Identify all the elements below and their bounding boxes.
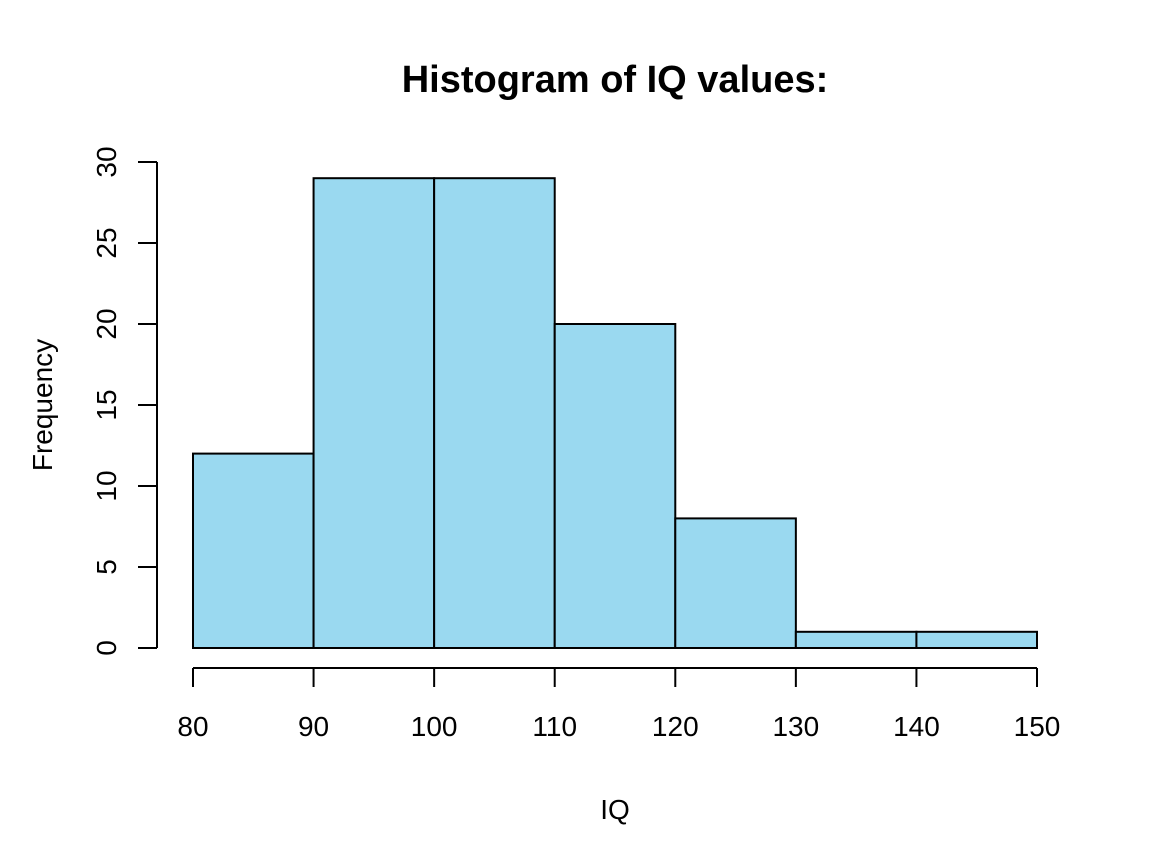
x-tick-label: 90 bbox=[298, 711, 329, 742]
chart-title: Histogram of IQ values: bbox=[402, 59, 829, 101]
bars-group bbox=[192, 177, 1039, 650]
x-tick-label: 150 bbox=[1014, 711, 1061, 742]
x-axis-label: IQ bbox=[600, 794, 630, 825]
y-tick-label: 15 bbox=[91, 389, 122, 420]
y-tick-label: 5 bbox=[91, 559, 122, 575]
histogram-bar bbox=[553, 323, 677, 649]
x-tick-label: 100 bbox=[411, 711, 458, 742]
y-tick-label: 25 bbox=[91, 227, 122, 258]
histogram-bar bbox=[674, 517, 797, 650]
histogram-bar bbox=[312, 177, 436, 649]
y-tick-label: 20 bbox=[91, 308, 122, 339]
histogram-bar bbox=[433, 177, 556, 649]
x-tick-label: 120 bbox=[652, 711, 699, 742]
x-tick-label: 80 bbox=[177, 711, 208, 742]
y-tick-label: 10 bbox=[91, 470, 122, 501]
x-tick-label: 110 bbox=[532, 711, 577, 742]
histogram-bar bbox=[794, 630, 918, 649]
x-axis: 80 90 100 110 120 130 140 150 bbox=[177, 667, 1061, 742]
x-tick-label: 140 bbox=[893, 711, 940, 742]
y-axis: 0 5 10 15 20 25 30 bbox=[91, 146, 158, 656]
y-tick-label: 30 bbox=[91, 146, 122, 177]
histogram-bar bbox=[192, 452, 315, 649]
x-tick-label: 130 bbox=[772, 711, 819, 742]
y-tick-label: 0 bbox=[91, 640, 122, 656]
histogram-bar bbox=[915, 630, 1039, 649]
y-axis-label: Frequency bbox=[27, 339, 58, 471]
